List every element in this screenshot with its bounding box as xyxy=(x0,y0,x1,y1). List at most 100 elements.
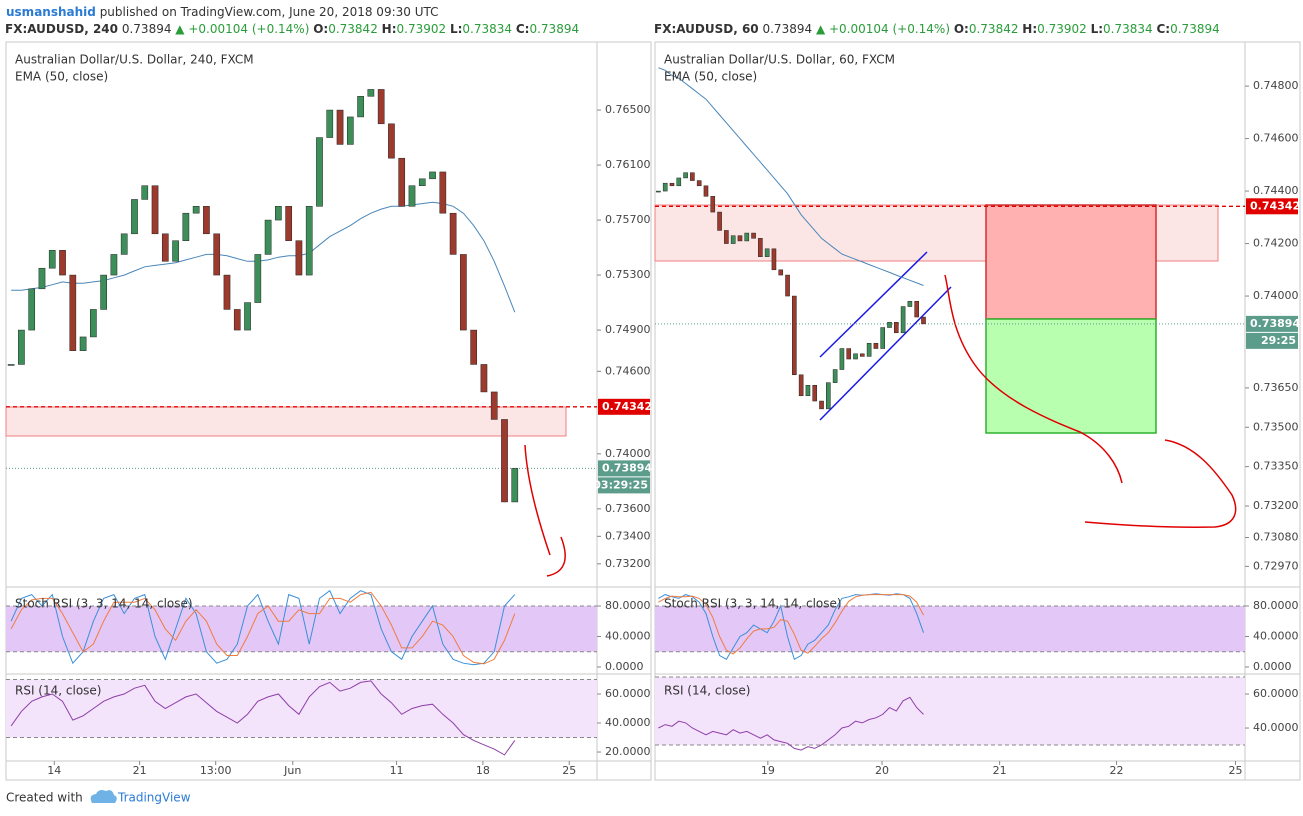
countdown: 29:25 xyxy=(1261,334,1296,347)
candle xyxy=(7,364,15,366)
candle xyxy=(730,235,736,244)
y-tick-label: 0.75700 xyxy=(605,213,651,226)
footer-brand[interactable]: TradingView xyxy=(117,791,191,805)
candle xyxy=(110,254,118,276)
candle xyxy=(737,235,743,242)
candle xyxy=(873,343,879,349)
candle xyxy=(724,230,729,244)
price-label: 0.74342 xyxy=(602,400,652,413)
ohlc-label: H: xyxy=(382,22,397,36)
candle xyxy=(846,348,852,360)
ohlc-value: 0.73842 xyxy=(969,22,1019,36)
candle xyxy=(656,190,661,193)
indicator-legend: RSI (14, close) xyxy=(15,684,101,698)
y-tick-label: 0.0000 xyxy=(605,660,644,673)
candle xyxy=(203,206,210,235)
y-tick-label: 0.73400 xyxy=(605,529,651,542)
x-tick-label: 13:00 xyxy=(200,764,232,777)
panel-frames xyxy=(5,41,1301,781)
y-tick-label: 0.73600 xyxy=(605,502,651,515)
y-tick-label: 0.76100 xyxy=(605,158,651,171)
x-tick-label: 22 xyxy=(1110,764,1124,777)
candle xyxy=(764,248,770,257)
candle xyxy=(839,348,845,370)
candle xyxy=(398,157,406,207)
x-tick-label: 20 xyxy=(875,764,889,777)
indicator-legend: Stoch RSI (3, 3, 14, 14, close) xyxy=(15,597,193,611)
channel-line xyxy=(819,251,928,358)
candle xyxy=(490,391,498,420)
candle xyxy=(798,374,804,397)
candle xyxy=(346,116,354,145)
freehand xyxy=(944,274,1123,484)
y-tick-label: 0.74800 xyxy=(1253,79,1299,92)
candle xyxy=(120,233,128,255)
ema-legend: EMA (50, close) xyxy=(664,70,757,84)
candle xyxy=(285,206,292,241)
y-tick-label: 0.73200 xyxy=(1253,499,1299,512)
candle xyxy=(316,137,323,207)
candle xyxy=(377,89,385,125)
band xyxy=(655,605,1245,652)
candle xyxy=(771,248,777,271)
candle xyxy=(151,185,159,235)
candle xyxy=(336,109,344,145)
x-tick-label: 21 xyxy=(993,764,1007,777)
y-tick-label: 40.0000 xyxy=(605,716,651,729)
candle xyxy=(826,382,831,410)
indicator-line xyxy=(10,591,516,665)
candle xyxy=(38,267,46,290)
candle xyxy=(18,329,25,365)
candle xyxy=(326,109,334,138)
candle xyxy=(254,254,262,303)
candle xyxy=(758,238,763,257)
candle xyxy=(223,274,231,310)
x-tick-label: 25 xyxy=(562,764,576,777)
candle xyxy=(213,233,221,276)
y-tick-label: 0.73200 xyxy=(605,557,651,570)
freehand xyxy=(546,536,566,577)
header-text: published on TradingView.com, June 20, 2… xyxy=(100,5,439,19)
symbol: FX:AUDUSD, 60 xyxy=(654,22,759,36)
candle xyxy=(792,295,797,376)
band xyxy=(655,677,1245,746)
x-tick-label: 11 xyxy=(390,764,404,777)
y-tick-label: 0.75300 xyxy=(605,268,651,281)
price-label-box xyxy=(598,460,650,477)
ohlc-label: H: xyxy=(1022,22,1037,36)
candle xyxy=(812,385,818,402)
logo xyxy=(90,790,117,803)
y-tick-label: 0.74900 xyxy=(605,323,651,336)
indicator-line xyxy=(10,680,516,756)
right-frame xyxy=(654,41,1301,781)
candle xyxy=(141,185,149,200)
freehand xyxy=(524,444,551,556)
candle xyxy=(460,254,467,331)
last-price: 0.73894 xyxy=(122,22,172,36)
ohlc-value: 0.73894 xyxy=(1170,22,1220,36)
change: ▲ +0.00104 (+0.14%) xyxy=(175,22,309,36)
ohlc-label: L: xyxy=(450,22,462,36)
y-tick-label: 0.74000 xyxy=(605,447,651,460)
header: usmanshahid published on TradingView.com… xyxy=(6,5,439,19)
ohlc-value: 0.73894 xyxy=(529,22,579,36)
candle xyxy=(305,206,313,276)
candle xyxy=(921,316,926,325)
x-tick-label: 25 xyxy=(1228,764,1242,777)
candle xyxy=(367,89,375,97)
candle xyxy=(894,322,899,334)
y-tick-label: 60.0000 xyxy=(605,687,651,700)
chart-legend: Australian Dollar/U.S. Dollar, 240, FXCM xyxy=(15,53,254,67)
candle xyxy=(131,199,138,235)
ohlc-label: O: xyxy=(313,22,328,36)
candle xyxy=(907,301,913,307)
candle xyxy=(172,240,179,262)
candle xyxy=(819,400,824,410)
candle xyxy=(470,329,477,365)
ohlc-label: C: xyxy=(516,22,530,36)
y-tick-label: 40.0000 xyxy=(1253,721,1299,734)
price-label-box xyxy=(1246,315,1298,332)
candle xyxy=(669,182,675,187)
candle xyxy=(696,180,702,187)
